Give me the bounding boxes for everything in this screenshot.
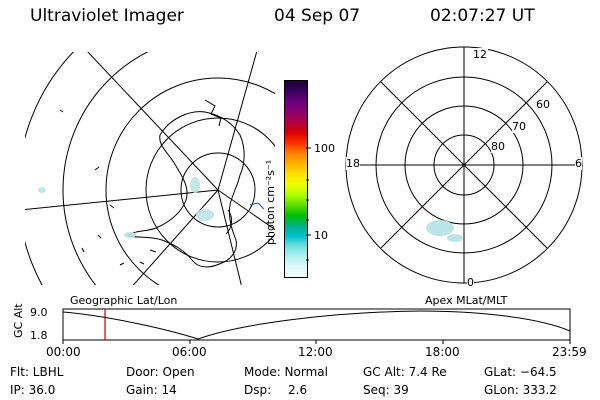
glon-info: GLon: 333.2 bbox=[484, 383, 557, 397]
glat-info: GLat: −64.5 bbox=[484, 365, 557, 379]
xtick-1200: 12:00 bbox=[298, 345, 333, 359]
color-scale-bar bbox=[284, 80, 308, 278]
seq-info: Seq: 39 bbox=[363, 383, 409, 397]
apex-polar-plot bbox=[345, 46, 583, 284]
altitude-ylabel: GC Alt bbox=[12, 303, 25, 338]
geographic-map bbox=[25, 52, 275, 285]
xtick-1800: 18:00 bbox=[425, 345, 460, 359]
geographic-label: Geographic Lat/Lon bbox=[70, 294, 178, 307]
mode-info: Mode: Normal bbox=[244, 365, 328, 379]
color-scale-ticks bbox=[306, 147, 311, 261]
mlat-70-label: 70 bbox=[512, 120, 526, 133]
gain-info: Gain: 14 bbox=[126, 383, 177, 397]
color-tick-100: 100 bbox=[314, 142, 335, 155]
ip-info: IP: 36.0 bbox=[10, 383, 56, 397]
mlt-0-label: 0 bbox=[467, 276, 474, 289]
xtick-0000: 00:00 bbox=[46, 345, 81, 359]
time-label: 02:07:27 UT bbox=[430, 6, 535, 26]
dsp-label: Dsp: bbox=[244, 383, 272, 397]
gc-alt-info: GC Alt: 7.4 Re bbox=[363, 365, 447, 379]
mlt-12-label: 12 bbox=[472, 48, 488, 61]
dsp-value: 2.6 bbox=[288, 383, 308, 397]
mlt-18-label: 18 bbox=[346, 157, 360, 170]
filter-info: Flt: LBHL bbox=[10, 365, 64, 379]
altitude-ymax: 9.0 bbox=[30, 306, 48, 319]
instrument-title: Ultraviolet Imager bbox=[30, 6, 184, 26]
mlat-80-label: 80 bbox=[491, 140, 505, 153]
mlat-60-label: 60 bbox=[536, 98, 550, 111]
color-tick-10: 10 bbox=[314, 229, 328, 242]
xtick-0600: 06:00 bbox=[172, 345, 207, 359]
mlt-6-label: 6 bbox=[575, 157, 582, 170]
altitude-ymin: 1.8 bbox=[30, 329, 48, 342]
apex-label: Apex MLat/MLT bbox=[425, 294, 508, 307]
date-label: 04 Sep 07 bbox=[274, 6, 361, 26]
xtick-2359: 23:59 bbox=[552, 345, 587, 359]
door-info: Door: Open bbox=[126, 365, 195, 379]
